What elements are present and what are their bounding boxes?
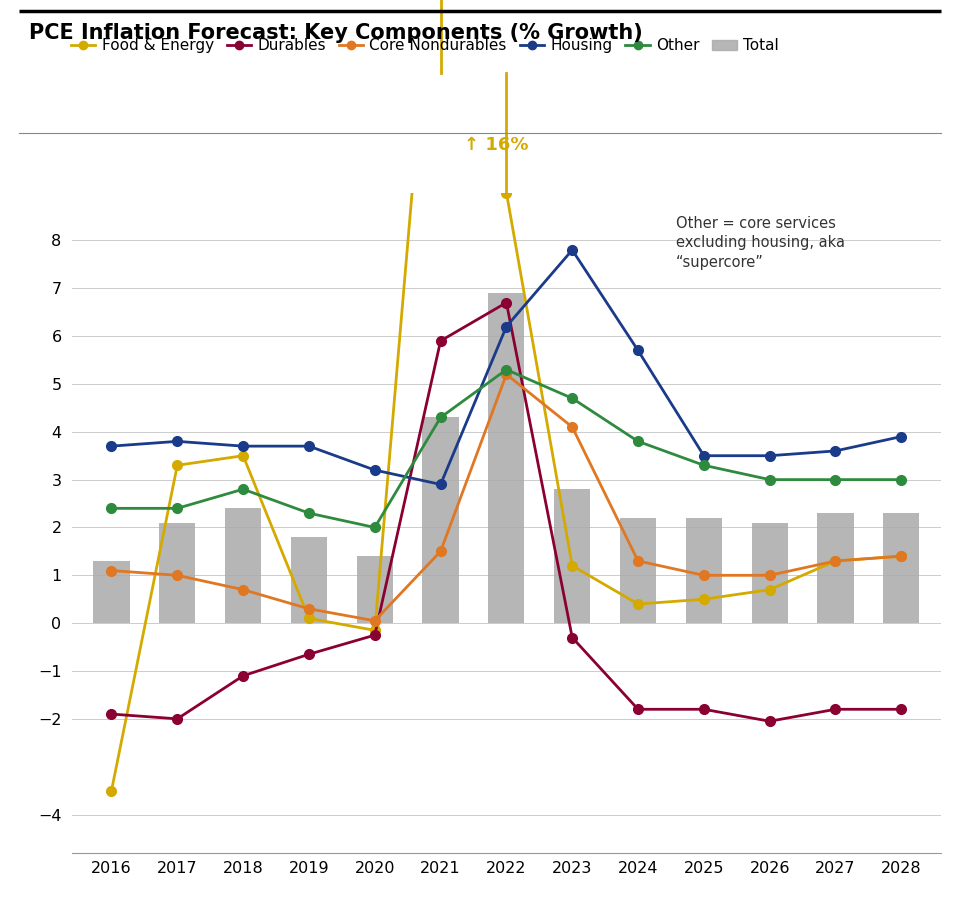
Text: ↑ 16%: ↑ 16%	[464, 136, 528, 154]
Bar	[422, 417, 459, 624]
Text: PCE Inflation Forecast: Key Components (% Growth): PCE Inflation Forecast: Key Components (…	[29, 23, 642, 43]
Bar	[620, 518, 656, 624]
Bar	[291, 537, 327, 624]
Bar	[489, 293, 524, 624]
Bar	[685, 518, 722, 624]
Bar	[225, 508, 261, 624]
Bar	[357, 557, 393, 624]
Bar	[93, 561, 130, 624]
Bar	[883, 514, 920, 624]
Bar	[817, 514, 853, 624]
Text: Other = core services
excluding housing, aka
“supercore”: Other = core services excluding housing,…	[676, 215, 845, 271]
Bar	[554, 489, 590, 624]
Bar	[752, 523, 788, 624]
Bar	[159, 523, 196, 624]
Legend: Food & Energy, Durables, Core Nondurables, Housing, Other, Total: Food & Energy, Durables, Core Nondurable…	[71, 39, 779, 53]
